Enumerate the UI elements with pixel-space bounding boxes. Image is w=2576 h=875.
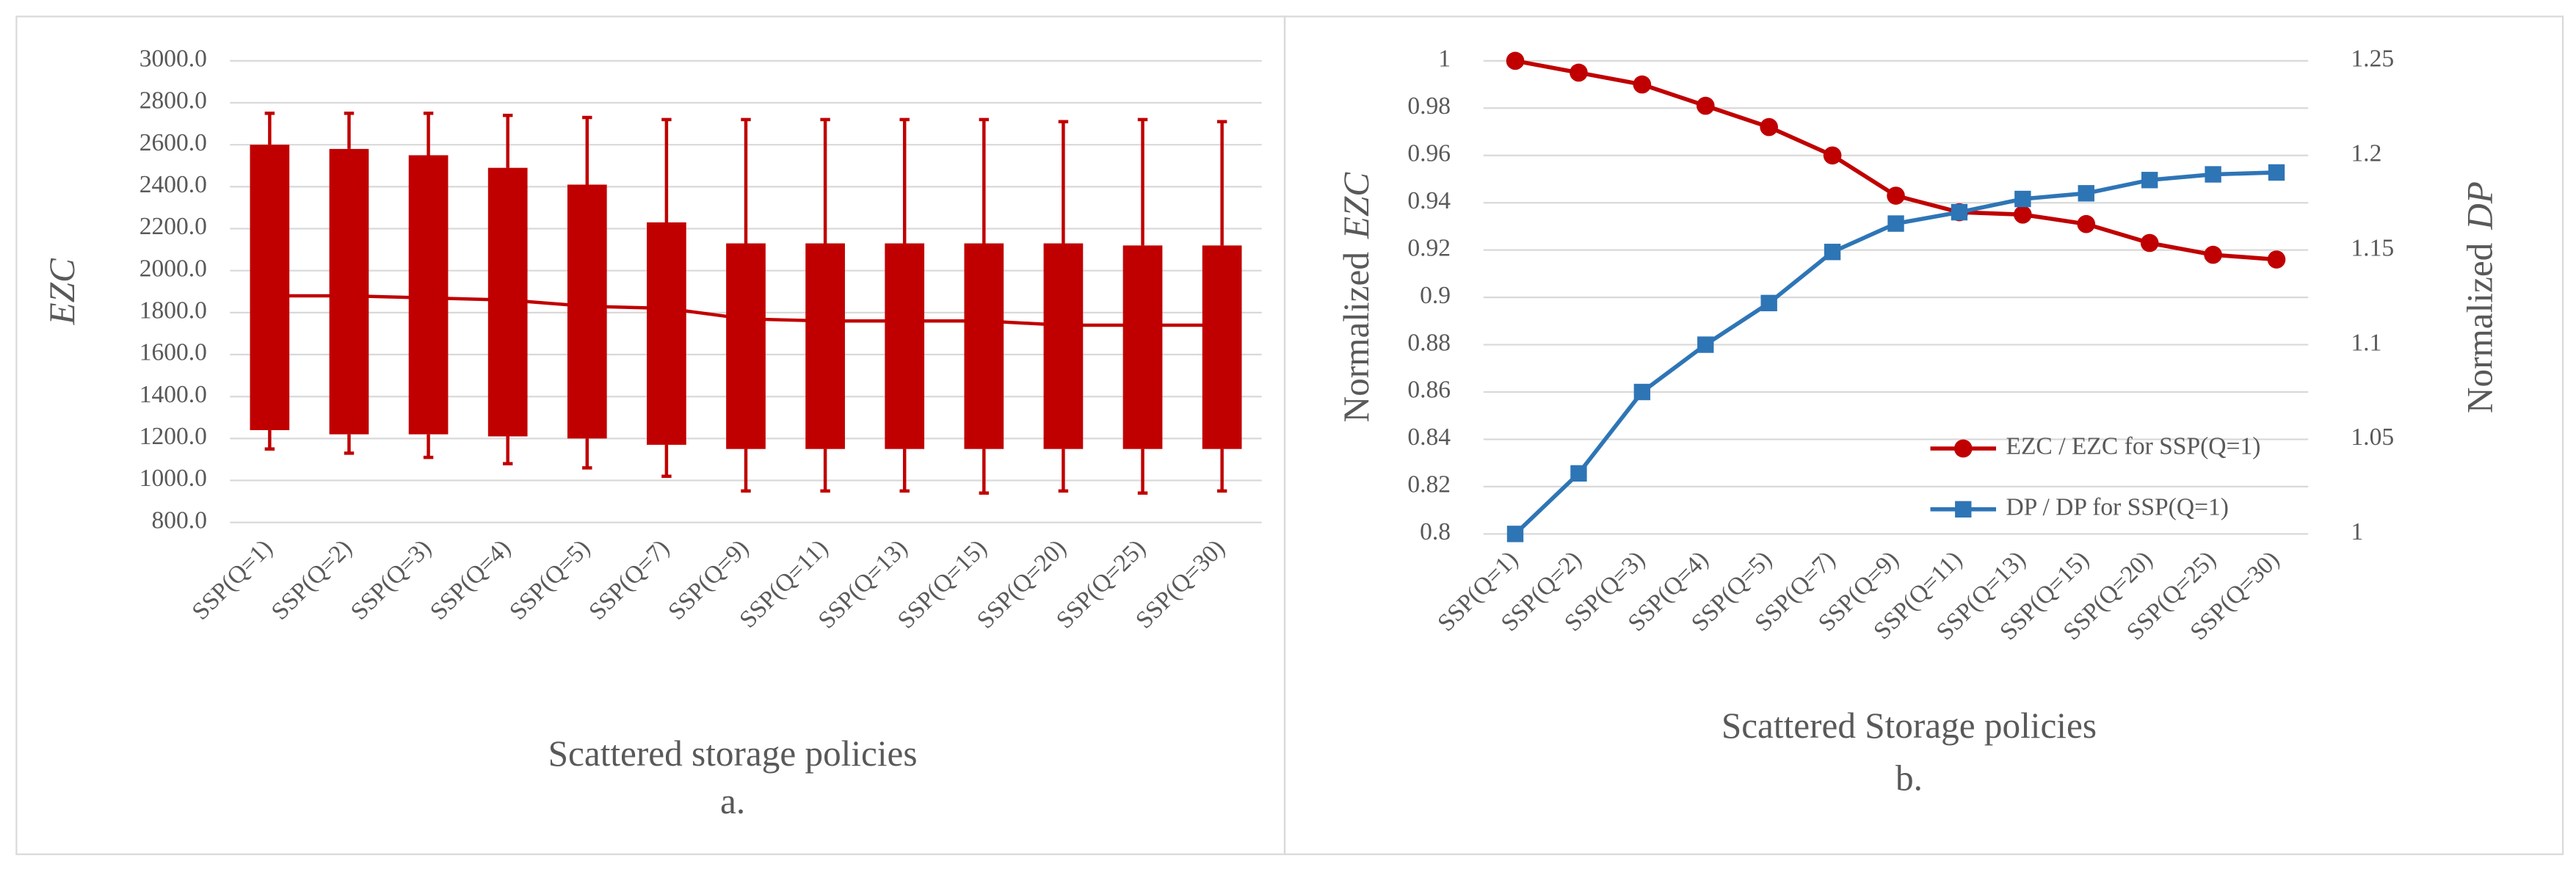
y-tick-label: 0.82 <box>1407 471 1451 498</box>
x-tick-label: SSP(Q=2) <box>266 534 358 625</box>
x-tick-label: SSP(Q=3) <box>346 534 437 625</box>
y2-tick-label: 1.05 <box>2351 424 2394 451</box>
y-tick-label: 1 <box>1438 46 1451 73</box>
y-tick-label: 2200.0 <box>139 213 207 240</box>
marker <box>1887 186 1905 205</box>
legend-label: EZC / EZC for SSP(Q=1) <box>2006 433 2260 460</box>
range-bar <box>726 243 766 449</box>
range-bar <box>1043 243 1084 449</box>
marker <box>2140 233 2159 253</box>
marker <box>1506 51 1525 70</box>
marker <box>1633 383 1651 401</box>
x-tick-label: SSP(Q=7) <box>584 534 675 625</box>
marker <box>1506 526 1524 542</box>
y-tick-label: 2000.0 <box>139 255 207 282</box>
range-bar <box>1202 245 1242 449</box>
marker <box>2268 164 2285 181</box>
range-bar <box>885 243 925 449</box>
y-tick-label: 1600.0 <box>139 339 207 366</box>
y-tick-label: 0.86 <box>1407 377 1451 404</box>
marker <box>1697 336 1714 353</box>
y-axis-title: Normalized EZC <box>1336 172 1376 423</box>
range-bar <box>1122 245 1163 449</box>
range-bar <box>567 184 607 439</box>
x-tick-label: SSP(Q=4) <box>425 534 516 625</box>
marker <box>1570 63 1588 82</box>
y2-tick-label: 1.1 <box>2351 329 2381 356</box>
marker <box>1696 96 1715 115</box>
y-tick-label: 2600.0 <box>139 129 207 156</box>
marker <box>1823 146 1842 165</box>
range-bar <box>408 155 449 435</box>
y-tick-label: 0.96 <box>1407 139 1451 167</box>
y-tick-label: 800.0 <box>151 507 206 534</box>
y-tick-label: 2800.0 <box>139 87 207 115</box>
y-tick-label: 1200.0 <box>139 423 207 450</box>
range-bar <box>805 243 845 449</box>
legend-label: DP / DP for SSP(Q=1) <box>2006 493 2229 520</box>
marker <box>1887 215 1904 232</box>
marker <box>1951 203 1968 221</box>
legend-marker <box>1955 501 1972 518</box>
x-axis-title: Scattered Storage policies <box>1721 705 2097 746</box>
caption: a. <box>720 781 745 821</box>
y-tick-label: 2400.0 <box>139 171 207 198</box>
y-tick-label: 3000.0 <box>139 46 207 73</box>
y-tick-label: 0.98 <box>1407 92 1451 120</box>
y-tick-label: 1000.0 <box>139 465 207 492</box>
panel-b-frame <box>1283 15 2564 855</box>
marker <box>2014 190 2031 208</box>
caption: b. <box>1895 758 1923 799</box>
x-axis-title: Scattered storage policies <box>548 733 918 774</box>
y-tick-label: 0.92 <box>1407 234 1451 261</box>
range-bar <box>647 222 686 445</box>
y-tick-label: 0.9 <box>1420 282 1451 309</box>
marker <box>2014 206 2032 224</box>
marker <box>1570 465 1587 482</box>
marker <box>2204 245 2222 264</box>
marker <box>1633 75 1652 94</box>
range-bar <box>964 243 1004 449</box>
y-axis-title-text: Normalized <box>1336 252 1376 423</box>
marker <box>1760 117 1778 137</box>
range-bar <box>329 148 369 435</box>
y-tick-label: 0.88 <box>1407 329 1451 356</box>
y2-axis-title-italic: DP <box>2460 181 2500 230</box>
y-tick-label: 0.84 <box>1407 424 1451 451</box>
y-tick-label: 1400.0 <box>139 381 207 408</box>
mean-line <box>269 294 1222 327</box>
y2-axis-title-text: Normalized <box>2460 242 2500 413</box>
y-tick-label: 0.8 <box>1420 518 1451 545</box>
y-axis-title-italic: EZC <box>1336 172 1376 239</box>
x-tick-label: SSP(Q=1) <box>187 534 278 625</box>
marker <box>2267 250 2286 269</box>
marker <box>2141 172 2158 189</box>
marker <box>1824 244 1841 261</box>
marker <box>2205 166 2221 183</box>
x-tick-label: SSP(Q=5) <box>504 534 595 625</box>
y2-tick-label: 1.15 <box>2351 234 2394 261</box>
marker <box>2077 214 2096 233</box>
marker <box>2078 185 2094 202</box>
y2-axis-title: Normalized DP <box>2460 181 2500 413</box>
y2-tick-label: 1 <box>2351 518 2363 545</box>
y-tick-label: 0.94 <box>1407 187 1451 214</box>
range-bar <box>250 145 290 430</box>
y-axis-title: EZC <box>42 258 82 325</box>
y2-tick-label: 1.25 <box>2351 46 2394 73</box>
y2-tick-label: 1.2 <box>2351 139 2381 167</box>
y-tick-label: 1800.0 <box>139 297 207 324</box>
legend-marker <box>1953 439 1973 458</box>
marker <box>1760 294 1777 312</box>
